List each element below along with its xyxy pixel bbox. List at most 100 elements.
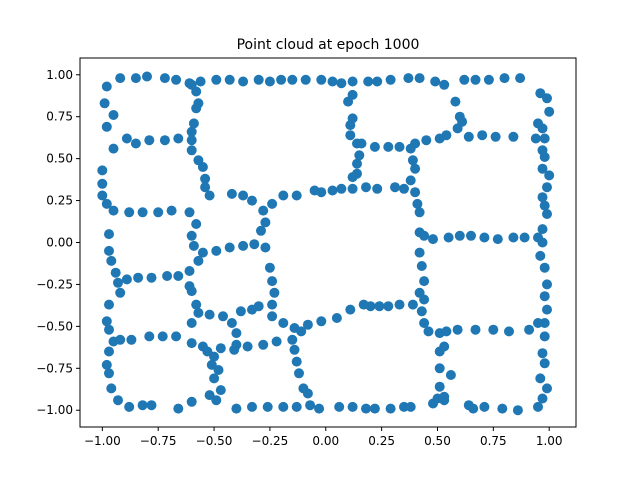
data-point	[539, 133, 550, 144]
data-point	[519, 232, 530, 243]
data-point	[184, 266, 195, 276]
data-point	[296, 326, 307, 337]
data-point	[104, 245, 114, 256]
data-point	[115, 287, 126, 298]
data-point	[193, 255, 204, 266]
data-point	[276, 74, 287, 85]
data-point	[316, 187, 327, 198]
data-point	[544, 106, 555, 117]
data-point	[504, 326, 514, 337]
data-point	[104, 229, 114, 240]
data-point	[186, 79, 197, 90]
data-point	[537, 348, 548, 359]
data-point	[533, 318, 543, 328]
data-point	[492, 234, 503, 245]
data-point	[188, 118, 199, 129]
data-point	[347, 172, 358, 183]
data-point	[405, 175, 416, 186]
data-point	[204, 190, 215, 201]
data-point	[184, 207, 195, 218]
data-point	[539, 262, 550, 273]
data-point	[347, 183, 358, 194]
data-point	[385, 403, 396, 414]
data-point	[211, 395, 222, 406]
data-point	[200, 182, 211, 193]
data-point	[539, 331, 550, 342]
data-point	[457, 116, 468, 127]
data-point	[113, 277, 123, 288]
data-point	[499, 73, 510, 84]
y-tick-label: −0.25	[36, 277, 73, 291]
data-point	[101, 121, 112, 132]
data-point	[186, 396, 197, 407]
data-point	[302, 388, 313, 399]
data-point	[260, 242, 271, 253]
data-point	[512, 405, 523, 416]
data-point	[542, 209, 552, 219]
data-point	[101, 316, 112, 327]
data-point	[289, 344, 300, 355]
data-point	[101, 198, 112, 209]
data-point	[477, 130, 488, 141]
data-point	[542, 279, 552, 290]
chart-title: Point cloud at epoch 1000	[237, 37, 420, 53]
data-point	[108, 110, 119, 120]
data-point	[186, 135, 197, 146]
data-point	[345, 304, 356, 315]
data-point	[218, 311, 228, 322]
data-point	[374, 301, 385, 312]
data-point	[434, 363, 445, 374]
data-point	[99, 98, 110, 109]
data-point	[264, 262, 275, 273]
data-point	[356, 138, 367, 149]
data-point	[193, 307, 204, 318]
data-point	[97, 190, 108, 201]
data-point	[483, 74, 494, 85]
data-point	[226, 188, 237, 199]
data-point	[104, 324, 114, 335]
data-point	[363, 76, 374, 87]
data-point	[215, 385, 226, 396]
data-point	[490, 131, 501, 142]
data-point	[497, 403, 508, 414]
data-point	[137, 207, 148, 218]
data-point	[542, 182, 552, 193]
data-point	[137, 400, 148, 411]
y-tick-label: 0.25	[46, 194, 73, 208]
data-point	[479, 232, 490, 243]
data-point	[162, 271, 173, 281]
data-point	[188, 240, 199, 251]
data-point	[419, 294, 430, 305]
data-point	[104, 346, 114, 357]
data-point	[157, 331, 168, 342]
data-point	[414, 207, 425, 218]
data-point	[271, 336, 282, 347]
x-tick-label: −1.00	[84, 434, 121, 448]
data-point	[365, 301, 376, 312]
data-point	[191, 299, 202, 310]
data-point	[524, 324, 535, 335]
data-point	[142, 71, 152, 82]
data-point	[97, 178, 108, 189]
data-point	[300, 74, 311, 85]
data-point	[153, 207, 164, 218]
data-point	[197, 247, 208, 258]
data-point	[171, 74, 182, 85]
data-point	[130, 73, 141, 84]
data-point	[327, 76, 338, 87]
data-point	[110, 267, 121, 278]
data-point	[121, 274, 132, 285]
data-point	[124, 207, 135, 218]
data-point	[347, 89, 358, 100]
data-point	[195, 76, 206, 87]
x-tick-label: 0.50	[424, 434, 451, 448]
data-point	[434, 381, 445, 392]
data-point	[104, 299, 114, 310]
data-point	[419, 276, 430, 287]
data-point	[113, 395, 123, 406]
data-point	[159, 135, 170, 146]
data-point	[336, 78, 347, 89]
data-point	[186, 318, 197, 328]
data-point	[238, 190, 249, 201]
data-point	[186, 145, 197, 156]
